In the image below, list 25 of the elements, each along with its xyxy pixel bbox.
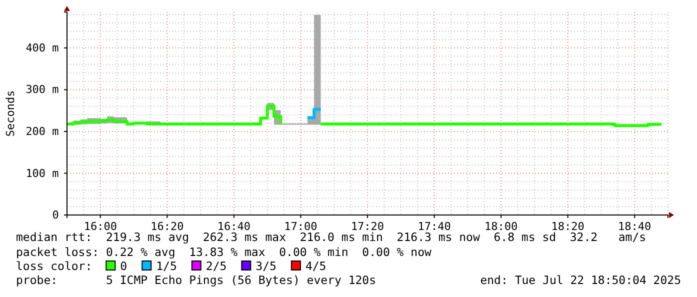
y-tick-label: 400 m xyxy=(26,41,60,54)
x-tick-label: 17:20 xyxy=(350,220,384,233)
x-tick-label: 18:00 xyxy=(484,220,518,233)
legend-label: 4/5 xyxy=(305,259,326,273)
y-tick-label: 0 xyxy=(52,208,59,222)
x-tick-label: 16:00 xyxy=(84,220,117,233)
text: probe: 5 ICMP Echo Pings (56 Bytes) every 120s xyxy=(16,273,376,287)
y-tick-label: 200 m xyxy=(26,124,60,138)
text: end: Tue Jul 22 18:50:04 2025 xyxy=(480,273,681,287)
legend-label: 0 xyxy=(120,259,128,273)
legend-label: 2/5 xyxy=(206,259,227,273)
x-tick-label: 17:40 xyxy=(418,220,451,233)
y-tick-label: 100 m xyxy=(26,166,60,180)
x-tick-label: 16:40 xyxy=(217,220,251,233)
legend-label: 3/5 xyxy=(256,259,276,273)
y-tick-label: 300 m xyxy=(26,83,60,96)
text: median rtt: 219.3 ms avg 262.3 ms max 216.0 ms min 216.3 ms now 6.8 ms sd 32.2 am/s xyxy=(16,230,646,244)
text: packet loss: 0.22 % avg 13.83 % max 0.00 % min 0.00 % now xyxy=(16,245,432,259)
legend-title: loss color: xyxy=(16,259,92,273)
x-tick-label: 18:20 xyxy=(551,220,584,233)
x-tick-label: 16:20 xyxy=(150,220,184,233)
x-tick-label: 17:00 xyxy=(284,220,318,233)
legend-label: 1/5 xyxy=(156,259,177,273)
x-tick-label: 18:40 xyxy=(618,220,652,233)
y-axis-title: Seconds xyxy=(4,90,17,137)
